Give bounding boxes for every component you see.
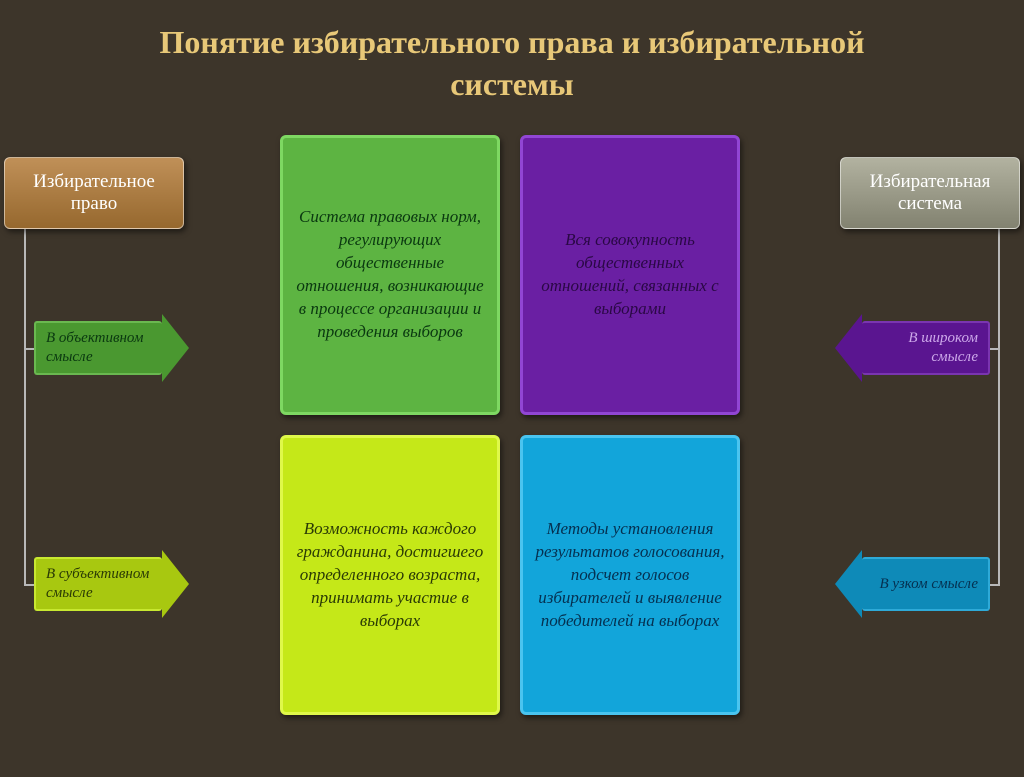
right-header-box: Избирательная система xyxy=(840,157,1020,229)
connector xyxy=(24,584,34,586)
green-box: Система правовых норм, регулирующих обще… xyxy=(280,135,500,415)
arrow-wide: В широком смысле xyxy=(862,321,990,375)
right-header-text: Избирательная система xyxy=(851,171,1009,215)
arrow-subjective-text: В субъективном смысле xyxy=(46,565,156,603)
connector xyxy=(990,584,1000,586)
arrow-wide-text: В широком смысле xyxy=(868,329,978,367)
blue-box-text: Методы установления результатов голосова… xyxy=(533,518,727,633)
connector xyxy=(998,229,1000,584)
arrow-subjective: В субъективном смысле xyxy=(34,557,162,611)
purple-box: Вся совокупность общественных отношений,… xyxy=(520,135,740,415)
yellow-box: Возможность каждого гражданина, достигше… xyxy=(280,435,500,715)
connector xyxy=(24,229,26,584)
yellow-box-text: Возможность каждого гражданина, достигше… xyxy=(293,518,487,633)
green-box-text: Система правовых норм, регулирующих обще… xyxy=(293,206,487,344)
connector xyxy=(24,348,34,350)
page-title: Понятие избирательного права и избирател… xyxy=(0,0,1024,117)
blue-box: Методы установления результатов голосова… xyxy=(520,435,740,715)
left-header-text: Избирательное право xyxy=(15,171,173,215)
arrow-narrow-text: В узком смысле xyxy=(879,575,978,594)
purple-box-text: Вся совокупность общественных отношений,… xyxy=(533,229,727,321)
diagram-container: Избирательное право Избирательная систем… xyxy=(0,117,1024,777)
left-header-box: Избирательное право xyxy=(4,157,184,229)
connector xyxy=(990,348,1000,350)
arrow-objective-text: В объективном смысле xyxy=(46,329,156,367)
arrow-objective: В объективном смысле xyxy=(34,321,162,375)
arrow-narrow: В узком смысле xyxy=(862,557,990,611)
